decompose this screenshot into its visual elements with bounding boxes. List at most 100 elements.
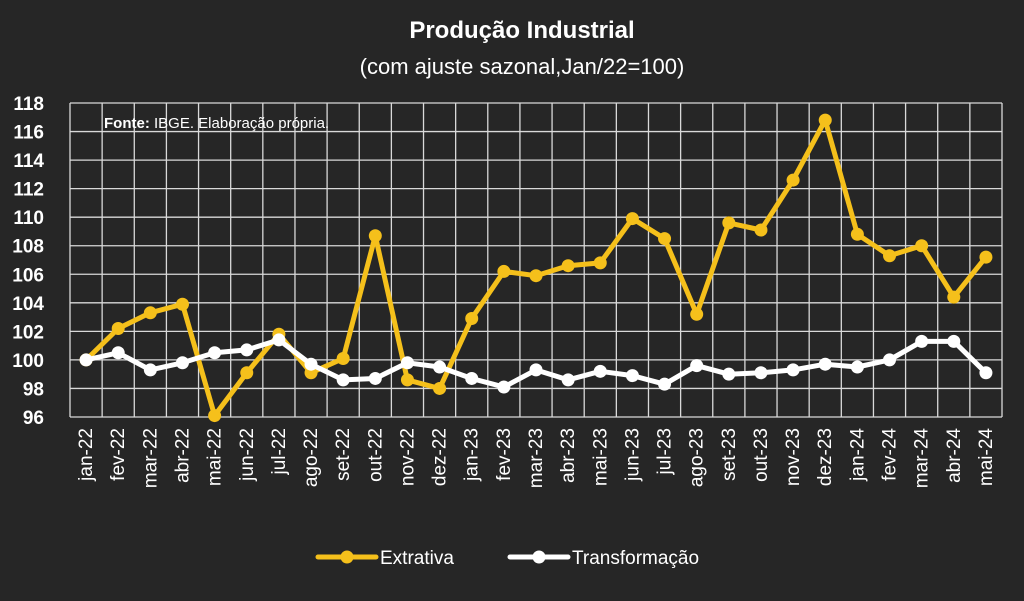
y-tick-label: 110 [13,208,44,229]
chart-title: Produção Industrial [409,17,634,44]
x-tick-label: set-22 [333,428,354,481]
y-tick-label: 108 [12,237,44,258]
source-label: Fonte: [104,115,150,132]
x-axis: jan-22 fev-22 mar-22 abr-22 mai-22 jun-22 jul-… [76,428,997,489]
data-point [754,366,768,380]
data-point [465,312,479,326]
x-tick-label: jun-22 [237,428,258,482]
x-tick-label: mar-22 [140,428,161,488]
data-point [240,366,254,380]
chart-subtitle: (com ajuste sazonal,Jan/22=100) [360,54,685,79]
x-tick-label: abr-22 [172,428,193,483]
data-point [433,381,447,395]
data-point [400,373,414,387]
y-tick-label: 98 [23,379,44,400]
y-tick-label: 106 [12,265,44,286]
data-point [400,356,414,370]
data-point [722,216,736,230]
data-point [658,232,672,246]
data-point [336,373,350,387]
source-note: Fonte: IBGE. Elaboração própria. [104,115,329,132]
data-point [979,250,993,264]
data-point [722,367,736,381]
x-tick-label: out-22 [365,428,386,482]
y-tick-label: 118 [13,94,44,115]
y-tick-label: 116 [13,123,44,144]
source-text: IBGE. Elaboração própria. [150,115,329,132]
x-tick-label: abr-23 [558,428,579,483]
x-tick-label: mai-22 [205,428,226,486]
data-point [304,357,318,371]
data-point [368,229,382,243]
data-point [593,256,607,270]
data-point [947,290,961,304]
data-point [143,306,157,320]
data-point [690,359,704,373]
y-tick-label: 100 [12,351,44,372]
data-point [658,377,672,391]
data-point [690,307,704,321]
data-point [529,363,543,377]
x-tick-label: ago-23 [687,428,708,487]
x-tick-label: out-23 [751,428,772,482]
x-tick-label: fev-24 [880,428,901,481]
data-point [111,322,125,336]
data-point [561,259,575,273]
legend-label: Transformação [572,548,699,569]
data-point [625,369,639,383]
x-tick-label: jan-22 [76,428,97,482]
data-point [979,366,993,380]
data-point [240,343,254,357]
data-point [883,353,897,367]
data-point [433,360,447,374]
x-tick-label: dez-23 [815,428,836,486]
plot-series [79,113,993,423]
y-tick-label: 114 [13,151,44,172]
data-point [111,346,125,360]
data-point [561,373,575,387]
data-point [497,264,511,278]
data-point [175,356,189,370]
x-tick-label: nov-23 [783,428,804,486]
x-tick-label: ago-22 [301,428,322,487]
x-tick-label: mar-23 [526,428,547,488]
x-tick-label: jul-22 [269,428,290,475]
data-point [850,360,864,374]
data-point [336,351,350,365]
data-point [175,297,189,311]
x-tick-label: nov-22 [397,428,418,486]
data-point [850,227,864,241]
data-point [786,363,800,377]
x-tick-label: jul-23 [655,428,676,475]
data-point [465,371,479,385]
x-tick-label: jan-24 [847,428,868,482]
data-point [786,173,800,187]
legend-marker [340,550,354,564]
y-tick-label: 112 [13,180,44,201]
legend: Extrativa Transformação [315,548,699,569]
y-tick-label: 102 [12,322,44,343]
x-tick-label: mai-23 [590,428,611,486]
y-tick-label: 104 [12,294,44,315]
legend-marker [532,550,546,564]
data-point [754,223,768,237]
data-point [368,371,382,385]
x-tick-label: fev-22 [108,428,129,481]
data-point [625,212,639,226]
data-point [818,357,832,371]
data-point [883,249,897,263]
y-axis: 96 98 100 102 104 106 108 110 112 114 116 118 [12,94,44,429]
x-tick-label: mai-24 [976,428,997,487]
data-point [818,113,832,127]
data-point [915,334,929,348]
x-tick-label: jun-23 [622,428,643,482]
legend-label: Extrativa [380,548,454,569]
x-tick-label: fev-23 [494,428,515,481]
x-tick-label: jan-23 [462,428,483,482]
data-point [497,380,511,394]
x-tick-label: mar-24 [912,428,933,489]
data-point [915,239,929,253]
x-tick-label: set-23 [719,428,740,481]
y-tick-label: 96 [23,408,44,429]
